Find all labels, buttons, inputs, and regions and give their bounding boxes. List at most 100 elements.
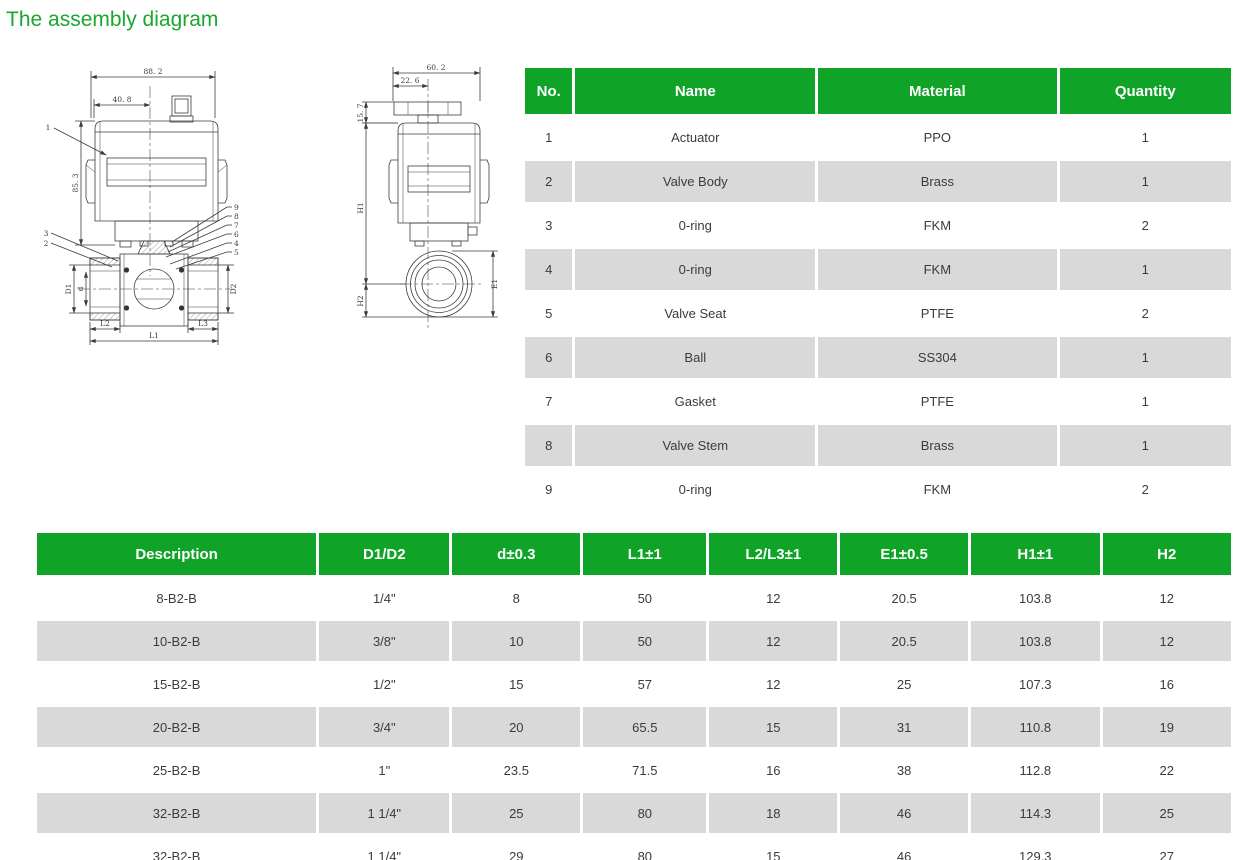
table-cell: SS304 [818,337,1057,378]
table-cell: FKM [818,205,1057,246]
column-header: D1/D2 [319,533,450,575]
table-cell: FKM [818,249,1057,290]
table-cell: 19 [1102,707,1231,747]
table-row: 5 Valve Seat PTFE 2 [525,293,1231,334]
table-cell: 1 1/4" [319,836,450,860]
table-cell: 1 [1059,249,1231,290]
table-cell: 110.8 [971,707,1100,747]
header-row: No. Name Material Quantity [525,68,1231,114]
o-ring-dot [123,267,130,273]
table-cell: 5 [525,293,573,334]
table-cell: 22 [1102,750,1231,790]
dim-label-e1: E1 [490,279,499,289]
table-cell: 65.5 [583,707,707,747]
dim-label-height: 85. 3 [71,173,80,192]
table-cell: 0-ring [575,205,816,246]
table-cell: 1 [1059,161,1231,202]
table-cell: 10-B2-B [37,621,317,661]
table-cell: 29 [452,836,581,860]
table-cell: 25 [452,793,581,833]
dim-label-l2: L2 [100,319,110,328]
table-row: 32-B2-B 1 1/4" 25 80 18 46 114.3 25 [37,793,1231,833]
column-header: Material [818,68,1057,114]
table-cell: 50 [583,621,707,661]
dim-label-half-width: 40. 8 [112,95,131,104]
actuator-side-outline [388,122,490,224]
column-header: Description [37,533,317,575]
table-cell: 1 [525,117,573,158]
table-cell: 8-B2-B [37,578,317,618]
column-header: Quantity [1059,68,1231,114]
table-cell: PTFE [818,381,1057,422]
dim-label-width: 88. 2 [143,67,162,76]
table-cell: 8 [452,578,581,618]
column-header: L2/L3±1 [709,533,838,575]
table-cell: FKM [818,469,1057,510]
table-cell: 25 [1102,793,1231,833]
table-cell: 1" [319,750,450,790]
table-cell: Valve Seat [575,293,816,334]
page-title: The assembly diagram [6,8,219,31]
o-ring-dot [178,267,185,273]
parts-table: No. Name Material Quantity 1 Actuator PPO 1 2 Val… [522,65,1234,513]
mounting-bracket-side [409,222,478,247]
table-cell: 12 [1102,578,1231,618]
table-row: 15-B2-B 1/2" 15 57 12 25 107.3 16 [37,664,1231,704]
dim-label-h2: H2 [356,295,365,307]
column-header: L1±1 [583,533,707,575]
table-cell: 27 [1102,836,1231,860]
callout-5: 5 [234,248,239,257]
table-cell: 32-B2-B [37,793,317,833]
table-cell: Valve Stem [575,425,816,466]
callout-6: 6 [234,230,239,239]
dimensions-table: Description D1/D2 d±0.3 L1±1 L2/L3±1 E1±0.5 H1… [34,530,1234,860]
table-cell: 7 [525,381,573,422]
table-cell: 71.5 [583,750,707,790]
column-header: d±0.3 [452,533,581,575]
table-cell: 9 [525,469,573,510]
table-cell: 6 [525,337,573,378]
table-row: 2 Valve Body Brass 1 [525,161,1231,202]
table-cell: 15-B2-B [37,664,317,704]
table-cell: 2 [1059,293,1231,334]
table-cell: Brass [818,161,1057,202]
table-cell: 1 [1059,117,1231,158]
table-cell: 103.8 [971,621,1100,661]
table-cell: 46 [840,836,969,860]
column-header: H2 [1102,533,1231,575]
table-cell: 1 [1059,425,1231,466]
callout-7: 7 [234,221,239,230]
callout-3: 3 [44,229,49,238]
table-row: 25-B2-B 1" 23.5 71.5 16 38 112.8 22 [37,750,1231,790]
column-header: Name [575,68,816,114]
table-cell: PPO [818,117,1057,158]
table-cell: 15 [709,707,838,747]
table-cell: 3 [525,205,573,246]
table-row: 8-B2-B 1/4" 8 50 12 20.5 103.8 12 [37,578,1231,618]
dim-label-side-width: 60. 2 [426,63,445,72]
dim-label-d1: D1 [64,284,73,295]
table-row: 10-B2-B 3/8" 10 50 12 20.5 103.8 12 [37,621,1231,661]
table-cell: 25-B2-B [37,750,317,790]
table-cell: 12 [1102,621,1231,661]
table-cell: 20 [452,707,581,747]
valve-body-section [78,253,232,327]
table-cell: Ball [575,337,816,378]
dim-label-handle: 22. 6 [400,76,419,85]
table-cell: 4 [525,249,573,290]
table-cell: 2 [1059,205,1231,246]
table-cell: 12 [709,578,838,618]
dim-label-l3: L3 [198,319,208,328]
table-cell: 129.3 [971,836,1100,860]
manual-handle [393,101,462,124]
table-cell: 0-ring [575,469,816,510]
table-cell: 1 [1059,381,1231,422]
dim-label-d2: D2 [229,283,238,294]
table-row: 3 0-ring FKM 2 [525,205,1231,246]
callout-2: 2 [44,239,49,248]
table-cell: 31 [840,707,969,747]
actuator-outline [85,120,228,222]
table-cell: PTFE [818,293,1057,334]
side-view-geometry [362,67,498,330]
